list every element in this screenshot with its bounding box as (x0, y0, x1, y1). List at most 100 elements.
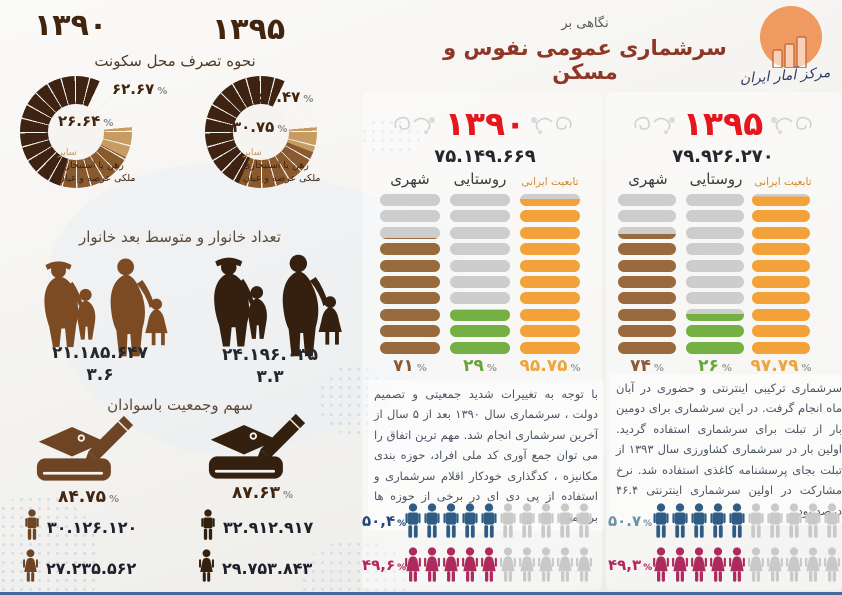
housing-title: نحوه تصرف محل سکونت (94, 52, 256, 70)
rural-pct-1395: ۲۶ % (698, 356, 732, 376)
household-count-1390: ۲۱.۱۸۵.۶۴۷ (52, 343, 148, 363)
pill-column-rural-1390 (450, 194, 510, 358)
male-icon (805, 503, 821, 538)
urban-pct-1395: ۷۴ % (630, 356, 664, 376)
male-pct-1395: ۵۰.۷ % (608, 512, 653, 530)
swirl-ornament-icon (632, 112, 678, 142)
pill (520, 308, 580, 321)
column-header-rural: روستایی (453, 170, 507, 188)
female-icon (767, 547, 783, 582)
graduation-book-icon-1390 (36, 415, 134, 481)
household-size-1390: ۳.۶ (86, 365, 114, 385)
female-icon (576, 547, 592, 582)
census-year-1395: ۱۳۹۵ (682, 104, 764, 143)
page-title: سرشماری عمومی نفوس و مسکن (443, 36, 727, 84)
male-icon (443, 503, 459, 538)
logo-bar-chart-icon (760, 6, 822, 68)
pill (380, 308, 440, 321)
pill (752, 226, 810, 239)
pill (450, 292, 510, 305)
male-icon (500, 503, 516, 538)
female-icon (22, 548, 39, 588)
total-population-1390: ۷۵.۱۴۹.۶۶۹ (434, 146, 536, 167)
male-icon (767, 503, 783, 538)
pill (520, 226, 580, 239)
female-icon (443, 547, 459, 582)
pill-column-urban-1395 (618, 194, 676, 358)
pill (380, 194, 440, 206)
pill (618, 275, 676, 288)
household-size-1395: ۳.۳ (256, 367, 284, 387)
census-year-1390: ۱۳۹۰ (444, 104, 526, 143)
pill (520, 210, 580, 223)
female-figures-row-1390 (404, 547, 593, 583)
pill (686, 210, 744, 223)
female-icon (199, 549, 214, 582)
total-population-1395: ۷۹.۹۲۶.۲۷۰ (672, 146, 774, 167)
pill (752, 308, 810, 321)
pill (450, 243, 510, 256)
female-icon (729, 547, 745, 582)
graduation-book-icon-1395 (208, 413, 306, 479)
pill (618, 243, 676, 256)
pill (618, 210, 676, 223)
female-pct-1390: ۴۹,۶ % (362, 556, 407, 574)
pill (686, 259, 744, 272)
pill (618, 292, 676, 305)
pill (686, 275, 744, 288)
rented-pct-1390: ۲۶.۶۴ % (58, 112, 114, 130)
owned-pct-1390: ۶۲.۶۷ % (112, 80, 168, 98)
female-icon (500, 547, 516, 582)
pill (520, 341, 580, 354)
pill (686, 341, 744, 354)
female-icon (519, 547, 535, 582)
female-icon (538, 547, 554, 582)
pill (752, 325, 810, 338)
female-icon (23, 549, 38, 582)
pill (520, 275, 580, 288)
literate-females-1390: ۲۷.۲۳۵.۵۶۲ (22, 548, 136, 588)
housing-year-1390: ۱۳۹۰ (34, 8, 108, 43)
pill (450, 341, 510, 354)
pill (520, 325, 580, 338)
male-icon (24, 508, 40, 546)
pill (380, 341, 440, 354)
male-icon (462, 503, 478, 538)
male-icon (519, 503, 535, 538)
header-pretitle: نگاهی بر (561, 16, 609, 31)
pill (686, 194, 744, 206)
pill (380, 259, 440, 272)
male-icon (710, 503, 726, 538)
female-icon (786, 547, 802, 582)
column-header-urban: شهری (628, 170, 668, 188)
pill (450, 259, 510, 272)
pill (686, 308, 744, 321)
pill (450, 275, 510, 288)
swirl-ornament-icon (392, 112, 438, 142)
column-header-rural: روستایی (689, 170, 743, 188)
housing-legend-1395: سایر رهن یا استیجاری ملکی عرصه و عیان (243, 147, 321, 184)
housing-donut-1390 (20, 76, 132, 188)
male-icon (786, 503, 802, 538)
pill (752, 243, 810, 256)
male-icon (824, 503, 840, 538)
pill (380, 243, 440, 256)
male-icon (538, 503, 554, 538)
pill (618, 194, 676, 206)
pill-column-rural-1395 (686, 194, 744, 358)
pill (752, 259, 810, 272)
family-icon-1390 (44, 258, 168, 357)
pill (618, 308, 676, 321)
female-icon (198, 548, 215, 588)
family-icon-1395 (214, 254, 342, 357)
pill (380, 292, 440, 305)
pill (380, 275, 440, 288)
male-icon (405, 503, 421, 538)
female-icon (710, 547, 726, 582)
male-icon (672, 503, 688, 538)
male-icon (557, 503, 573, 538)
female-icon (805, 547, 821, 582)
male-icon (481, 503, 497, 538)
nationality-pct-1395: ۹۷.۷۹ % (750, 356, 812, 376)
